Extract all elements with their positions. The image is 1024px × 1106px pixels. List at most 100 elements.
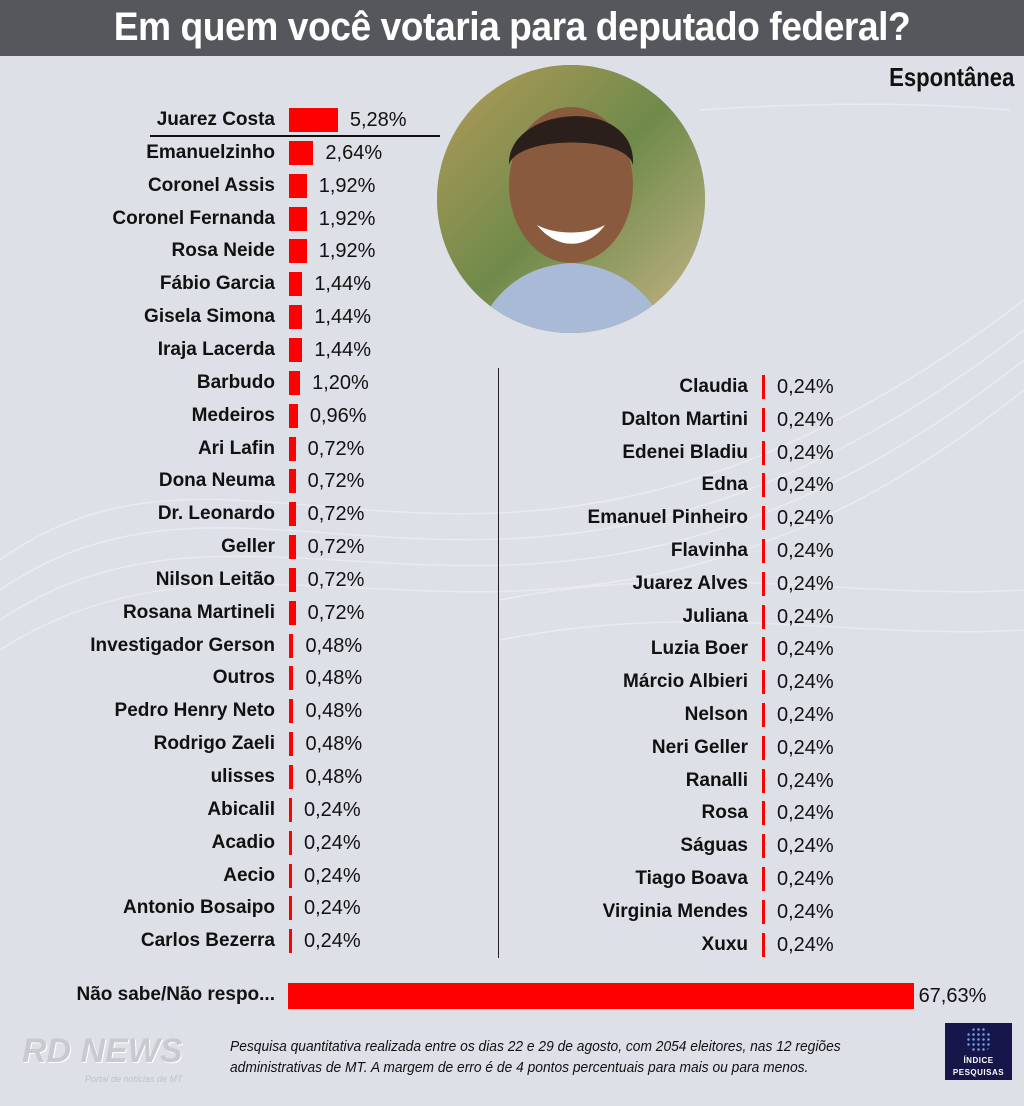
bar-label: Geller (221, 536, 275, 558)
bar (289, 239, 307, 264)
bar (762, 375, 765, 399)
bar (762, 473, 765, 498)
indice-logo-line-1: ÍNDICE (963, 1056, 994, 1065)
bar-value: 1,44% (314, 273, 372, 296)
bar-value: 0,24% (777, 933, 834, 956)
bar (289, 337, 303, 362)
globe-dots-icon (966, 1027, 992, 1053)
bar-label: Antonio Bosaipo (123, 897, 275, 919)
bar-value: 0,24% (777, 540, 834, 562)
bar-label: Coronel Fernanda (112, 207, 275, 229)
bar (762, 440, 765, 465)
bar (289, 666, 294, 691)
bar (762, 932, 765, 957)
bar-label: Tiago Boava (635, 868, 748, 889)
bar-label: Fábio Garcia (159, 273, 275, 295)
bar-value: 0,24% (777, 441, 834, 464)
bar (289, 765, 294, 789)
bar-value: 0,72% (307, 470, 365, 493)
bar-value: 0,24% (777, 802, 834, 825)
bar-value: 0,24% (777, 507, 834, 530)
bar (762, 801, 765, 826)
bar-label: Juliana (682, 605, 748, 627)
bar-label: Juarez Costa (156, 109, 275, 130)
bar (289, 370, 301, 395)
bar-label: Emanuel Pinheiro (587, 507, 748, 529)
bar-value: 1,92% (318, 174, 376, 197)
bar-value: 0,72% (307, 601, 365, 624)
bar-value: 1,44% (314, 306, 372, 329)
bar-label: Ságuas (680, 835, 748, 857)
bar-value-nao-sabe: 67,63% (918, 985, 987, 1007)
bar-label: Barbudo (196, 371, 275, 393)
bar-value: 5,28% (349, 109, 407, 131)
bar (762, 539, 765, 563)
bar-label: Dona Neuma (158, 470, 275, 492)
bar-value: 0,24% (777, 605, 834, 628)
bar-value: 1,20% (312, 371, 369, 394)
bar-label: ulisses (210, 766, 275, 787)
bar-label: Pedro Henry Neto (114, 700, 275, 722)
bar-label: Rosana Martineli (122, 601, 275, 623)
bar-label: Virginia Mendes (602, 900, 748, 922)
bar-value: 0,72% (307, 503, 365, 526)
bar-label: Claudia (679, 376, 748, 397)
bar-label: Rosa (701, 802, 748, 824)
bar-label: Coronel Assis (147, 174, 275, 196)
bar-value: 1,44% (314, 338, 372, 361)
bar-value: 0,72% (307, 536, 365, 559)
bar-value: 0,48% (305, 667, 363, 690)
bar (289, 633, 294, 658)
bar-label: Dalton Martini (621, 408, 748, 430)
bar-label: Investigador Gerson (90, 634, 275, 656)
bar-label: Iraja Lacerda (157, 338, 275, 360)
bar-label-nao-sabe: Não sabe/Não respo... (76, 984, 275, 1005)
header-bar (0, 0, 1024, 56)
bar-label: Juarez Alves (632, 572, 748, 594)
bar (762, 703, 765, 727)
bar-value: 0,48% (305, 634, 363, 657)
bar (289, 732, 294, 757)
bar-value: 0,72% (307, 437, 365, 460)
methodology-line-2: administrativas de MT. A margem de erro … (230, 1059, 809, 1076)
bar-label: Flavinha (670, 540, 748, 561)
bar-label: Acadio (211, 831, 275, 853)
bar-label: Edenei Bladiu (622, 441, 748, 463)
bar-value: 0,72% (307, 568, 365, 591)
bar (762, 506, 765, 531)
bar-nao-sabe (288, 983, 914, 1009)
bar-value: 0,24% (777, 408, 834, 431)
bar (762, 768, 765, 793)
indice-logo-line-2: PESQUISAS (952, 1068, 1005, 1077)
bar-label: Emanuelzinho (146, 141, 275, 163)
bar-label: Nelson (684, 704, 748, 725)
highlight-underline (150, 135, 440, 137)
bar (289, 797, 292, 822)
bar (289, 305, 303, 330)
bar (762, 571, 765, 596)
methodology-line-1: Pesquisa quantitativa realizada entre os… (230, 1038, 841, 1055)
candidate-photo (437, 65, 705, 333)
bar-value: 0,48% (305, 733, 363, 756)
bar-value: 0,24% (777, 900, 834, 923)
bar-value: 0,48% (305, 700, 363, 723)
bar (289, 567, 296, 592)
bar (762, 735, 765, 760)
bar-value: 0,24% (304, 864, 361, 887)
bar (289, 140, 314, 165)
bar-label: Dr. Leonardo (157, 503, 275, 525)
bar-value: 0,24% (777, 638, 834, 661)
bar (289, 699, 294, 724)
bar-value: 0,24% (304, 930, 361, 953)
bar-value: 1,92% (318, 207, 376, 230)
bar-value: 2,64% (325, 141, 383, 164)
bar-label: Ari Lafin (197, 437, 275, 459)
bar-value: 0,48% (305, 766, 363, 788)
bar-label: Márcio Albieri (623, 671, 748, 693)
bar-label: Rodrigo Zaeli (153, 733, 275, 755)
bar-value: 0,96% (309, 404, 367, 427)
bar-value: 0,24% (777, 704, 834, 726)
bar (289, 830, 292, 855)
bar (762, 834, 765, 859)
bar-label: Gisela Simona (144, 306, 275, 328)
